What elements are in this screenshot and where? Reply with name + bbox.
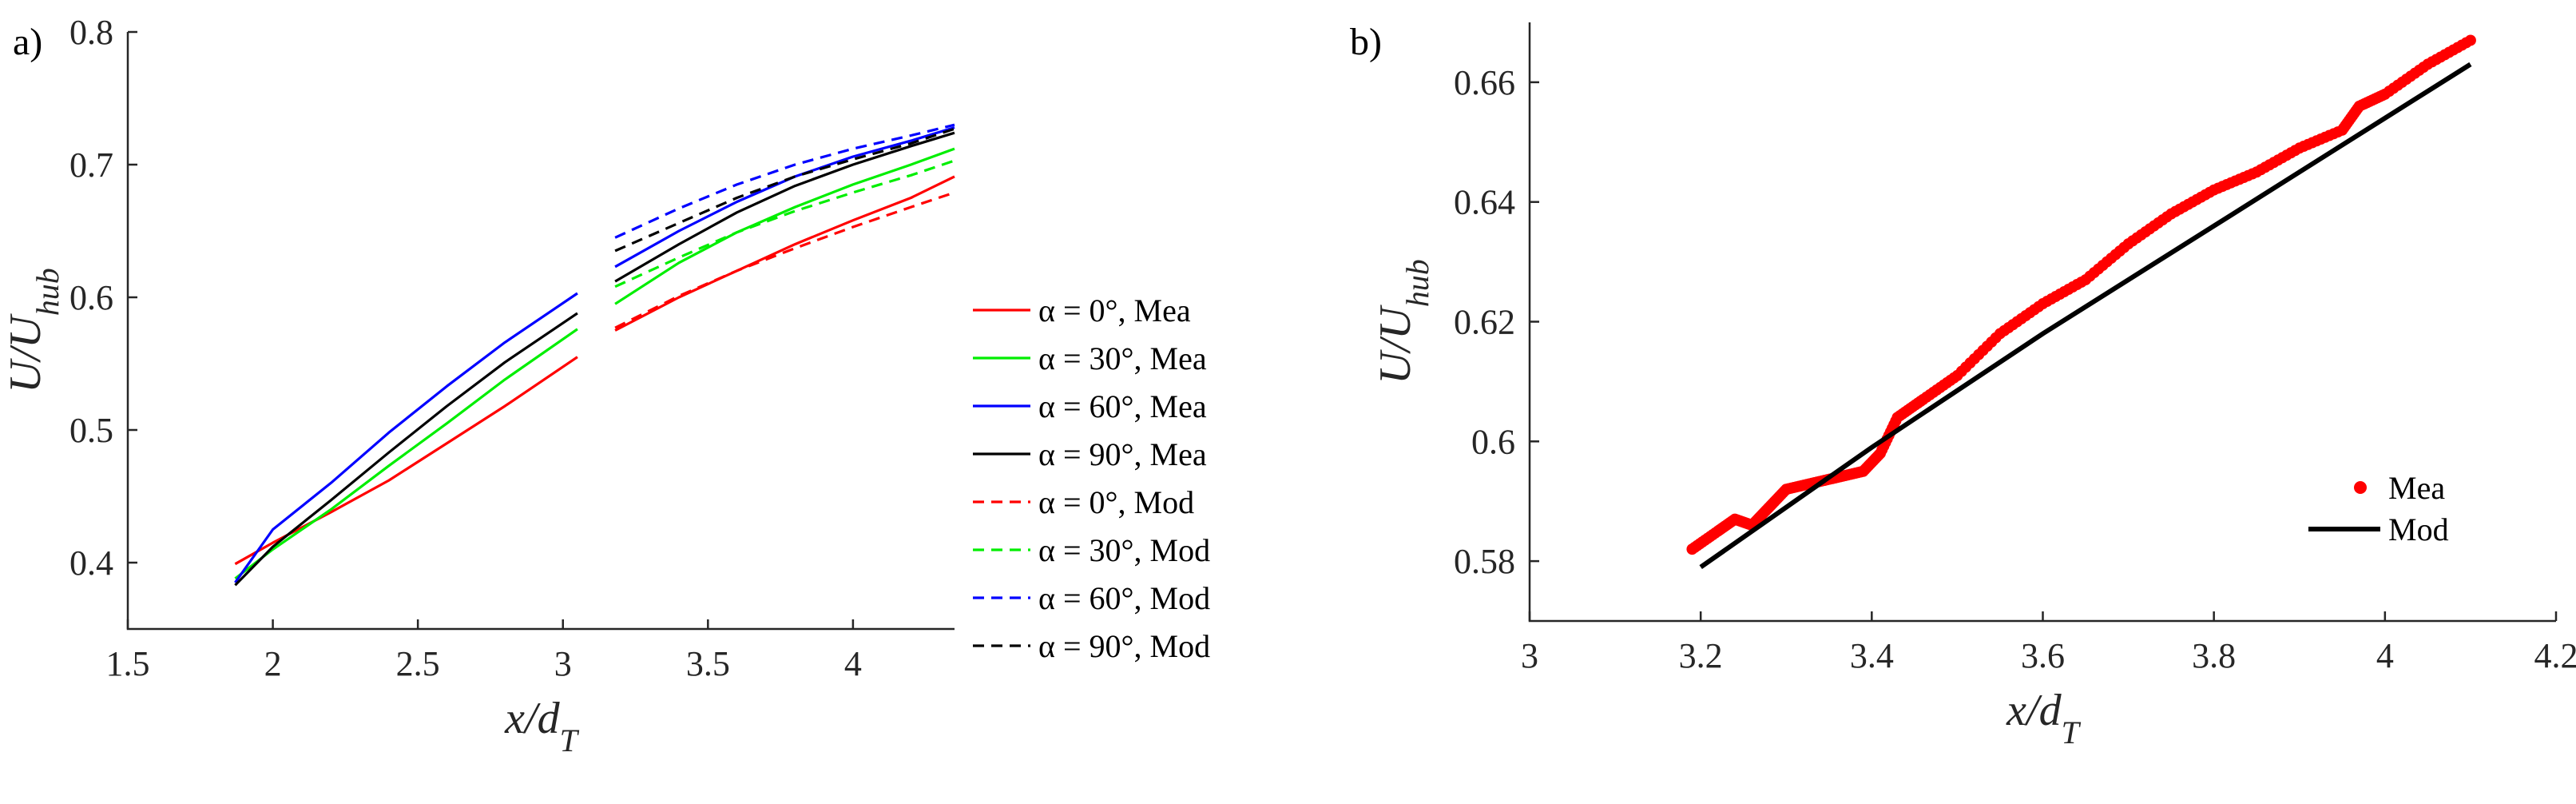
series-line [614,123,955,239]
series-1 [234,147,955,580]
legend-label: Mea [2388,470,2445,506]
series-line [234,292,578,583]
axis-frame [126,32,955,631]
series-line [614,175,955,332]
series-0 [1686,34,2476,555]
series-0 [234,175,955,566]
x-tick-label: 3 [554,644,572,683]
panel-label: a) [13,21,42,63]
x-tick-label: 4 [2376,636,2394,675]
x-tick-label: 3.4 [1850,636,1894,675]
series-7 [614,127,955,253]
y-tick-label: 0.8 [69,13,113,52]
y-axis-label: U/Uhub [1,268,65,392]
series-4 [614,191,955,329]
legend-label: α = 30°, Mea [1038,340,1207,376]
y-tick-label: 0.66 [1454,63,1515,102]
series-6 [614,123,955,239]
series-line [234,312,578,587]
x-axis-label: x/dT [504,694,579,758]
series-line [614,159,955,289]
x-tick-label: 1.5 [106,644,150,683]
legend-label: α = 90°, Mod [1038,628,1210,664]
series-line [614,147,955,305]
y-tick-label: 0.6 [1471,422,1515,461]
x-tick-label: 3.6 [2021,636,2065,675]
series-line [234,356,578,566]
x-tick-label: 2 [264,644,282,683]
series-1 [1699,62,2472,570]
x-tick-label: 4.2 [2534,636,2576,675]
legend-swatch [2354,481,2367,494]
x-tick-label: 2.5 [396,644,440,683]
y-tick-label: 0.58 [1454,542,1515,581]
legend-label: α = 0°, Mea [1038,293,1191,328]
y-tick-label: 0.7 [69,145,113,185]
x-tick-label: 4 [844,644,862,683]
series-line [1699,62,2472,570]
series-line [614,131,955,283]
y-tick-label: 0.5 [69,411,113,450]
x-tick-label: 3.5 [686,644,730,683]
legend-label: α = 30°, Mod [1038,532,1210,568]
panel-b: 3 3.2 3.4 3.6 3.8 4 4.2 0.58 0.6 0.62 0.64 0.66 x/dT… [1350,21,2576,750]
series-line [614,191,955,329]
legend: α = 0°, Mea α = 30°, Mea α = 60°, Mea α = 9… [963,286,1302,679]
series-line [614,127,955,253]
data-point [2464,34,2476,46]
legend-label: α = 60°, Mod [1038,580,1210,616]
legend-label: α = 90°, Mea [1038,436,1207,472]
series-3 [234,131,955,587]
y-tick-label: 0.62 [1454,303,1515,342]
panel-label: b) [1350,21,1382,63]
y-axis-label: U/Uhub [1371,259,1435,384]
x-tick-label: 3 [1521,636,1538,675]
x-axis-label: x/dT [2006,686,2081,750]
series-5 [614,159,955,289]
y-tick-label: 0.6 [69,278,113,317]
legend-label: α = 0°, Mod [1038,484,1194,520]
legend-box [963,286,1302,679]
legend-label: α = 60°, Mea [1038,388,1207,424]
y-tick-label: 0.4 [69,543,113,583]
legend: Mea Mod [2308,470,2449,547]
y-tick-label: 0.64 [1454,183,1515,222]
x-tick-label: 3.8 [2192,636,2236,675]
panel-a: 1.5 2 2.5 3 3.5 4 0.4 0.5 0.6 0.7 0.8 x/dT U/Uhub a) α… [1,13,1302,758]
series-line [234,328,578,580]
legend-label: Mod [2388,511,2449,547]
x-tick-label: 3.2 [1679,636,1723,675]
